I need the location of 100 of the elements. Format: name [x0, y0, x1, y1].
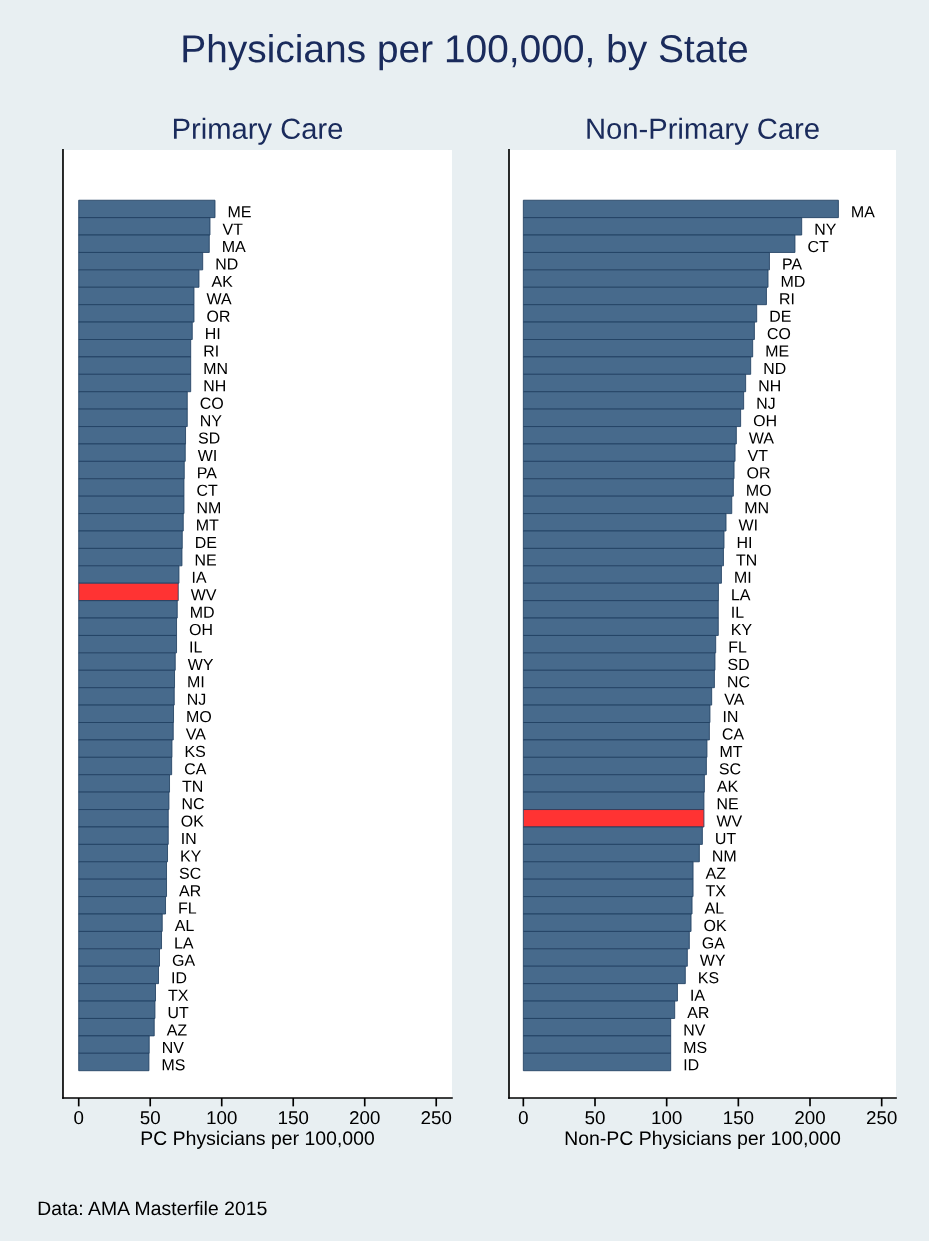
y-tick-label: FL — [179, 902, 197, 914]
y-tick-label: AK — [716, 780, 738, 792]
y-tick-label: NE — [717, 798, 738, 810]
x-tick-label: 100 — [652, 1111, 682, 1125]
y-tick-label: MT — [197, 519, 219, 531]
x-axis-title: PC Physicians per 100,000 — [141, 1130, 374, 1149]
y-tick-label: HI — [206, 328, 220, 340]
y-tick-label: MN — [745, 502, 768, 514]
y-tick-label: DE — [770, 310, 791, 322]
y-tick-label: WV — [190, 589, 217, 601]
y-tick-label: MI — [188, 676, 204, 688]
y-tick-label: IA — [691, 989, 705, 1001]
x-axis-title: Non-PC Physicians per 100,000 — [565, 1130, 841, 1149]
y-tick-label: OH — [189, 623, 212, 636]
y-tick-label: MD — [191, 606, 214, 618]
y-tick-label: ME — [228, 206, 251, 218]
y-tick-label: OK — [704, 919, 727, 932]
y-tick-label: KS — [699, 972, 719, 984]
y-tick-label: KY — [181, 850, 201, 862]
y-tick-label: SC — [179, 867, 201, 879]
y-tick-label: MS — [684, 1041, 707, 1054]
y-tick-label: NC — [728, 676, 750, 688]
y-tick-label: SD — [728, 658, 749, 671]
y-tick-label: AZ — [166, 1024, 187, 1036]
y-tick-label: HI — [737, 537, 752, 549]
y-tick-label: MO — [187, 710, 211, 723]
y-tick-label: MI — [735, 571, 751, 583]
y-tick-label: CO — [200, 397, 223, 409]
y-tick-label: NY — [815, 223, 837, 235]
y-tick-label: CO — [767, 327, 791, 340]
y-tick-label: WA — [206, 293, 232, 305]
y-tick-label: NV — [163, 1041, 184, 1053]
y-tick-label: VT — [222, 223, 243, 235]
y-tick-label: NY — [201, 415, 222, 427]
y-tick-label: PA — [783, 258, 803, 270]
y-tick-label: VT — [747, 449, 768, 461]
y-tick-label: ME — [766, 345, 789, 357]
y-tick-label: MS — [162, 1059, 185, 1071]
y-tick-label: IN — [182, 832, 196, 844]
y-tick-label: OH — [753, 414, 776, 427]
y-tick-label: MA — [223, 241, 246, 253]
y-tick-label: WY — [187, 658, 214, 670]
y-tick-label: KS — [185, 745, 206, 758]
y-tick-label: ND — [216, 258, 238, 270]
y-tick-label: NV — [684, 1024, 706, 1036]
y-tick-label: AL — [174, 920, 194, 932]
y-tick-label: IL — [190, 641, 202, 653]
y-tick-label: NE — [195, 554, 216, 566]
x-tick-label: 0 — [74, 1111, 84, 1125]
y-tick-label: AK — [211, 275, 233, 287]
y-tick-label: UT — [716, 832, 736, 845]
y-tick-label: MD — [781, 275, 805, 287]
y-tick-label: CA — [722, 728, 745, 740]
x-tick-label: 200 — [795, 1111, 825, 1125]
y-tick-label: NJ — [188, 693, 206, 705]
y-tick-label: SD — [198, 432, 220, 444]
y-tick-label: UT — [168, 1007, 189, 1019]
y-tick-label: PA — [198, 467, 217, 479]
y-tick-label: ID — [684, 1059, 699, 1071]
y-tick-label: OK — [181, 815, 204, 827]
y-tick-label: MN — [204, 362, 227, 374]
y-tick-label: WA — [748, 432, 774, 444]
y-tick-label: NH — [204, 380, 225, 392]
y-tick-label: TN — [736, 554, 756, 566]
y-tick-label: VA — [185, 728, 206, 740]
chart-subtitle: Primary Care — [173, 117, 343, 145]
y-tick-label: TX — [705, 885, 726, 897]
y-tick-label: AL — [704, 902, 724, 914]
y-tick-label: NC — [182, 798, 204, 810]
y-tick-label: OR — [747, 467, 770, 479]
y-tick-label: IL — [732, 606, 744, 618]
y-tick-label: WY — [699, 954, 726, 966]
y-tick-label: WV — [716, 815, 743, 827]
chart-subtitle: Non-Primary Care — [587, 117, 819, 145]
y-tick-label: TN — [182, 780, 203, 792]
chart-title: Physicians per 100,000, by State — [183, 34, 748, 71]
x-tick-label: 50 — [585, 1111, 605, 1125]
y-tick-label: IA — [192, 571, 207, 583]
y-tick-label: MT — [720, 745, 743, 757]
y-tick-label: GA — [702, 937, 725, 949]
x-tick-label: 250 — [421, 1111, 452, 1125]
y-tick-label: SC — [719, 763, 741, 775]
y-tick-label: TX — [168, 989, 189, 1001]
y-tick-label: NJ — [757, 397, 775, 409]
x-tick-label: 150 — [279, 1111, 309, 1125]
y-tick-label: VA — [724, 693, 745, 705]
text: Data: AMA Masterfile 2015 — [38, 1200, 267, 1216]
y-tick-label: RI — [780, 293, 794, 305]
y-tick-label: GA — [172, 954, 196, 966]
y-tick-label: NM — [197, 502, 220, 514]
y-tick-label: RI — [204, 345, 218, 357]
y-tick-label: KY — [732, 624, 752, 636]
y-tick-label: CT — [197, 484, 218, 496]
y-tick-label: DE — [196, 537, 217, 549]
x-tick-label: 150 — [724, 1111, 754, 1125]
y-tick-label: FL — [729, 641, 747, 653]
y-tick-label: LA — [732, 589, 751, 601]
y-tick-label: ND — [764, 362, 786, 374]
x-tick-label: 250 — [866, 1111, 897, 1125]
y-tick-label: ID — [172, 972, 187, 984]
